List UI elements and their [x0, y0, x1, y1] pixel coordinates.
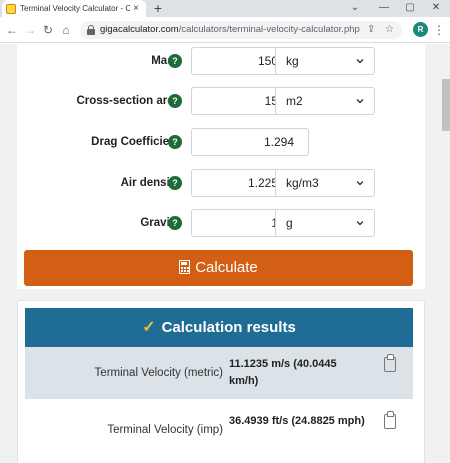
close-tab-icon[interactable]: ×	[133, 3, 139, 14]
close-window-button[interactable]: ✕	[431, 2, 441, 13]
result-value-metric: 11.1235 m/s (40.0445 km/h)	[229, 358, 337, 387]
back-icon[interactable]: ←	[6, 23, 18, 37]
url-host: gigacalculator.com	[100, 24, 179, 35]
share-icon[interactable]: ⇪	[367, 24, 376, 35]
result-row-metric: Terminal Velocity (metric) 11.1235 m/s (…	[25, 347, 413, 399]
gravity-row: Gravity ? 1 g	[17, 209, 425, 237]
profile-avatar[interactable]: R	[413, 22, 428, 37]
results-title: Calculation results	[161, 319, 296, 336]
air-density-unit-value: kg/m3	[286, 176, 319, 190]
mass-unit-select[interactable]: kg	[275, 47, 375, 75]
calculator-favicon-icon	[6, 3, 16, 14]
drag-coefficient-row: Drag Coefficient ? 1.294	[17, 128, 425, 156]
maximize-button[interactable]: ▢	[405, 2, 415, 13]
page-scrollbar[interactable]	[442, 44, 450, 463]
chevron-down-icon	[356, 59, 364, 64]
url-field[interactable]: gigacalculator.com/calculators/terminal-…	[80, 21, 402, 39]
drag-coefficient-label: Drag Coefficient	[91, 136, 180, 148]
calculate-label: Calculate	[195, 259, 258, 276]
checkmark-icon: ✓	[142, 319, 156, 336]
air-density-unit-select[interactable]: kg/m3	[275, 169, 375, 197]
calculator-icon	[179, 260, 191, 274]
clipboard-icon[interactable]	[384, 354, 396, 372]
air-density-label: Air density	[120, 177, 180, 189]
result-row-imperial: Terminal Velocity (imp) 36.4939 ft/s (24…	[25, 404, 413, 456]
result-label-metric: Terminal Velocity (metric)	[94, 367, 223, 379]
scrollbar-thumb[interactable]	[442, 79, 450, 131]
cross-section-help-icon[interactable]: ?	[168, 94, 182, 108]
gravity-unit-select[interactable]: g	[275, 209, 375, 237]
result-label-imperial: Terminal Velocity (imp)	[107, 424, 223, 436]
air-density-row: Air density ? 1.225 kg/m3	[17, 169, 425, 197]
chevron-down-icon	[356, 181, 364, 186]
url-text: gigacalculator.com/calculators/terminal-…	[100, 21, 360, 39]
results-header: ✓ Calculation results	[25, 308, 413, 347]
browser-menu-icon[interactable]: ⋮	[433, 23, 445, 37]
address-bar-row: ← → ↻ ⌂ gigacalculator.com/calculators/t…	[0, 17, 450, 43]
cross-section-unit-value: m2	[286, 94, 303, 108]
tab-search-icon[interactable]: ⌄	[350, 2, 360, 13]
cross-section-row: Cross-section area ? 15 m2	[17, 87, 425, 115]
chevron-down-icon	[356, 99, 364, 104]
air-density-help-icon[interactable]: ?	[168, 176, 182, 190]
page-viewport: Mass ? 150 kg Cross-section area ? 15 m2…	[0, 44, 450, 463]
mass-help-icon[interactable]: ?	[168, 54, 182, 68]
bookmark-star-icon[interactable]: ☆	[385, 24, 394, 35]
result-value-imperial: 36.4939 ft/s (24.8825 mph)	[229, 415, 365, 427]
minimize-button[interactable]: —	[379, 2, 389, 13]
gravity-help-icon[interactable]: ?	[168, 216, 182, 230]
cross-section-unit-select[interactable]: m2	[275, 87, 375, 115]
browser-tab[interactable]: Terminal Velocity Calculator - Ca ×	[2, 0, 146, 17]
clipboard-icon[interactable]	[384, 411, 396, 429]
tab-title: Terminal Velocity Calculator - Ca	[20, 4, 130, 13]
chevron-down-icon	[356, 221, 364, 226]
drag-coefficient-input[interactable]: 1.294	[191, 128, 309, 156]
mass-row: Mass ? 150 kg	[17, 47, 425, 75]
calculate-button[interactable]: Calculate	[24, 250, 413, 286]
gravity-unit-value: g	[286, 216, 293, 230]
results-panel: ✓ Calculation results Terminal Velocity (…	[17, 300, 425, 463]
lock-icon	[87, 25, 95, 35]
url-path: /calculators/terminal-velocity-calculato…	[178, 24, 360, 35]
mass-unit-value: kg	[286, 54, 299, 68]
drag-coefficient-help-icon[interactable]: ?	[168, 135, 182, 149]
reload-icon[interactable]: ↻	[42, 23, 54, 37]
cross-section-label: Cross-section area	[76, 95, 180, 107]
tab-strip: Terminal Velocity Calculator - Ca × + ⌄ …	[0, 0, 450, 17]
calculator-form: Mass ? 150 kg Cross-section area ? 15 m2…	[17, 44, 425, 289]
new-tab-button[interactable]: +	[153, 0, 163, 16]
forward-icon[interactable]: →	[24, 23, 36, 37]
home-icon[interactable]: ⌂	[62, 23, 70, 37]
